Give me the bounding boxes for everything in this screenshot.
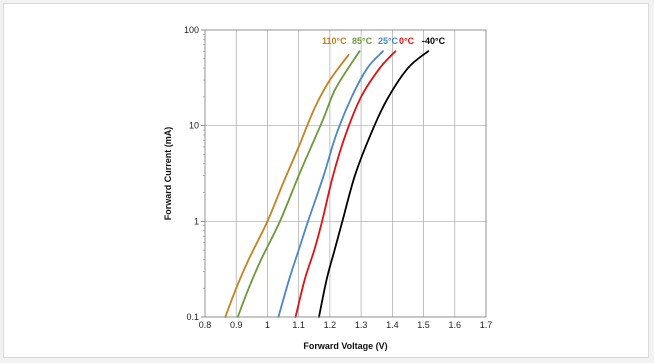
series-line [318,50,430,318]
x-axis-title: Forward Voltage (V) [303,341,387,351]
y-tick-label: 10 [189,121,199,131]
y-axis-title: Forward Current (mA) [163,127,173,221]
series-line [224,53,350,318]
curves [224,50,430,318]
x-tick-label: 1.3 [355,320,368,330]
series-label: 110°C [322,36,347,46]
x-tick-label: 1.4 [386,320,399,330]
x-tick-label: 1.7 [480,320,493,330]
series-label: 85°C [352,36,373,46]
grid [201,29,487,318]
y-tick-label: 1 [194,216,199,226]
x-tick-label: 1.5 [417,320,430,330]
x-tick-label: 0.8 [199,320,212,330]
series-line [236,50,361,318]
series-label: -40°C [422,36,446,46]
x-tick-label: 0.9 [230,320,243,330]
series-labels: 110°C 85°C 25°C 0°C -40°C [322,36,446,46]
x-tick-label: 1.2 [324,320,337,330]
x-tick-label: 1 [265,320,270,330]
x-tick-label: 1.6 [449,320,462,330]
series-label: 25°C [378,36,399,46]
x-tick-label: 1.1 [292,320,305,330]
y-tick-label: 100 [184,25,199,35]
chart-frame [3,3,649,358]
plot-border [204,29,487,318]
series-line [294,50,397,318]
y-tick-label: 0.1 [186,312,199,322]
series-label: 0°C [399,36,415,46]
series-line [277,50,384,318]
tick-labels: 0.8 0.9 1 1.1 1.2 1.3 1.4 1.5 1.6 1.7 0.1 1 10 100 [184,25,492,330]
